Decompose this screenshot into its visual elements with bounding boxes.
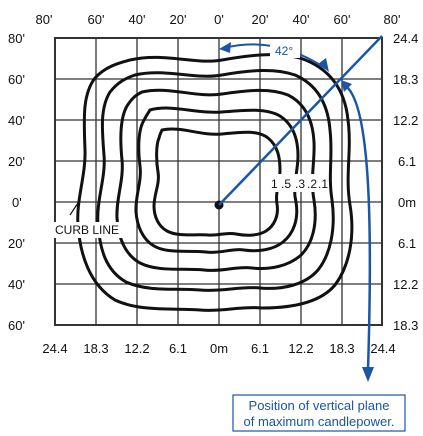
curb-leader-line <box>69 202 79 216</box>
left-tick: 60' <box>8 318 25 333</box>
angle-label: 42° <box>275 44 293 58</box>
caption-box <box>232 394 406 432</box>
contour-label-1: 1 <box>271 177 278 191</box>
bottom-tick: 12.2 <box>124 341 149 356</box>
right-tick: 12.2 <box>393 113 418 128</box>
contour-label-0-1: .1 <box>318 177 328 191</box>
bottom-tick: 6.1 <box>169 341 187 356</box>
pointer-arrow-up-icon <box>341 80 352 92</box>
left-tick: 40' <box>8 277 25 292</box>
bottom-tick: 12.2 <box>288 341 313 356</box>
bottom-axis-labels: 24.4 18.3 12.2 6.1 0m 6.1 12.2 18.3 24.4 <box>42 341 395 356</box>
bottom-tick: 18.3 <box>329 341 354 356</box>
top-tick: 80' <box>36 12 53 27</box>
right-tick: 6.1 <box>398 154 416 169</box>
left-tick: 20' <box>8 236 25 251</box>
contour-2 <box>96 68 335 292</box>
contour-label-0-3: .3 <box>295 177 305 191</box>
contour-3 <box>115 88 317 272</box>
pointer-line <box>343 83 372 371</box>
left-tick: 40' <box>8 113 25 128</box>
top-tick: 60' <box>88 12 105 27</box>
pointer-arrow-down-icon <box>362 367 374 382</box>
bottom-tick: 24.4 <box>42 341 67 356</box>
right-axis-labels: 24.4 18.3 12.2 6.1 0m 6.1 12.2 18.3 <box>393 31 418 333</box>
bottom-tick: 0m <box>210 341 228 356</box>
left-tick: 0' <box>12 195 22 210</box>
contour-label-0-5: .5 <box>281 177 291 191</box>
curb-line-label: CURB LINE <box>55 223 119 237</box>
right-tick: 18.3 <box>393 72 418 87</box>
caption-line-1: Position of vertical plane <box>249 398 390 413</box>
bottom-tick: 18.3 <box>83 341 108 356</box>
left-axis-labels: 80' 60' 40' 20' 0' 20' 40' 60' <box>8 31 25 333</box>
top-axis-labels: 80' 60' 40' 20' 0' 20' 40' 60' 80' <box>36 12 401 27</box>
top-tick: 40' <box>293 12 310 27</box>
arc-arrow-left-icon <box>219 42 231 53</box>
top-tick: 20' <box>170 12 187 27</box>
top-tick: 80' <box>384 12 401 27</box>
contour-label-0-2: .2 <box>307 177 317 191</box>
contour-inner <box>152 127 282 237</box>
contour-4 <box>134 106 300 254</box>
left-tick: 60' <box>8 72 25 87</box>
left-tick: 80' <box>8 31 25 46</box>
bottom-tick: 6.1 <box>251 341 269 356</box>
top-tick: 60' <box>334 12 351 27</box>
max-candlepower-plane-line <box>218 35 383 206</box>
right-tick: 24.4 <box>393 31 418 46</box>
right-tick: 12.2 <box>393 277 418 292</box>
right-tick: 6.1 <box>398 236 416 251</box>
arc-arrow-right-icon <box>318 58 329 72</box>
top-tick: 0' <box>214 12 224 27</box>
top-tick: 40' <box>129 12 146 27</box>
right-tick: 0m <box>398 195 416 210</box>
right-tick: 18.3 <box>393 318 418 333</box>
top-tick: 20' <box>252 12 269 27</box>
left-tick: 20' <box>8 154 25 169</box>
bottom-tick: 24.4 <box>370 341 395 356</box>
caption-line-2: of maximum candlepower. <box>243 414 394 429</box>
